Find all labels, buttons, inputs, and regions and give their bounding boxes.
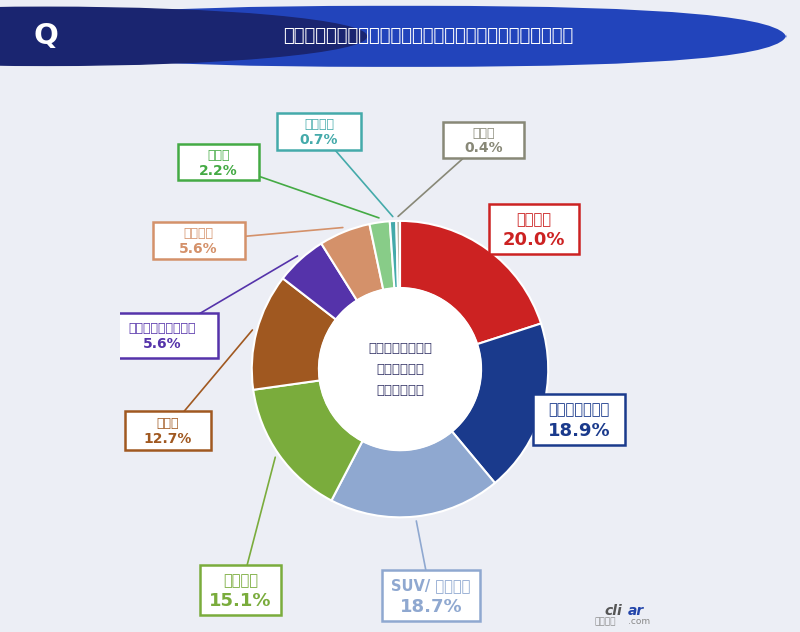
Text: 購入・買い替えを検討しているボディタイプはどれですか？: 購入・買い替えを検討しているボディタイプはどれですか？ [283,27,573,46]
Text: 軽自動車: 軽自動車 [517,212,552,228]
Wedge shape [254,380,362,501]
Text: オープン: オープン [304,118,334,131]
Text: ar: ar [628,604,645,618]
Text: 12.7%: 12.7% [144,432,192,446]
FancyBboxPatch shape [125,411,211,450]
Text: 0.4%: 0.4% [465,141,503,155]
Wedge shape [252,278,336,390]
Text: 2.2%: 2.2% [199,164,238,178]
Text: 購入・買い替えを
検討している
ボディタイプ: 購入・買い替えを 検討している ボディタイプ [368,342,432,397]
Text: .com: .com [628,617,650,626]
Circle shape [0,7,366,65]
Text: Q: Q [34,22,59,51]
Text: 15.1%: 15.1% [210,592,272,611]
Text: 5.6%: 5.6% [143,337,182,351]
Text: セダン: セダン [157,417,179,430]
Text: 5.6%: 5.6% [179,242,218,256]
Wedge shape [322,224,383,300]
Wedge shape [452,324,548,483]
Wedge shape [390,221,398,288]
FancyBboxPatch shape [106,313,218,358]
Text: 18.7%: 18.7% [399,598,462,616]
Text: その他: その他 [473,126,495,140]
FancyBboxPatch shape [490,204,579,255]
Text: コンパクトカー: コンパクトカー [548,403,610,418]
Text: ミニバン: ミニバン [223,573,258,588]
Text: SUV/ クロカン: SUV/ クロカン [391,579,470,593]
Text: 20.0%: 20.0% [503,231,566,250]
Wedge shape [370,221,394,289]
Text: クッカー: クッカー [594,617,615,626]
Wedge shape [283,243,357,319]
FancyBboxPatch shape [12,6,786,67]
Text: cli: cli [604,604,622,618]
Wedge shape [331,432,495,518]
Text: 0.7%: 0.7% [300,133,338,147]
Text: ステーションワゴン: ステーションワゴン [129,322,196,336]
Text: クーペ: クーペ [207,149,230,162]
Circle shape [319,288,481,450]
FancyBboxPatch shape [153,222,245,258]
Wedge shape [400,221,541,344]
Text: 特にない: 特にない [184,228,214,240]
FancyBboxPatch shape [200,565,281,615]
FancyBboxPatch shape [178,144,258,180]
FancyBboxPatch shape [533,394,625,445]
Wedge shape [396,221,400,288]
FancyBboxPatch shape [277,113,361,150]
FancyBboxPatch shape [443,121,525,158]
FancyBboxPatch shape [382,571,480,621]
Text: 18.9%: 18.9% [548,422,610,440]
